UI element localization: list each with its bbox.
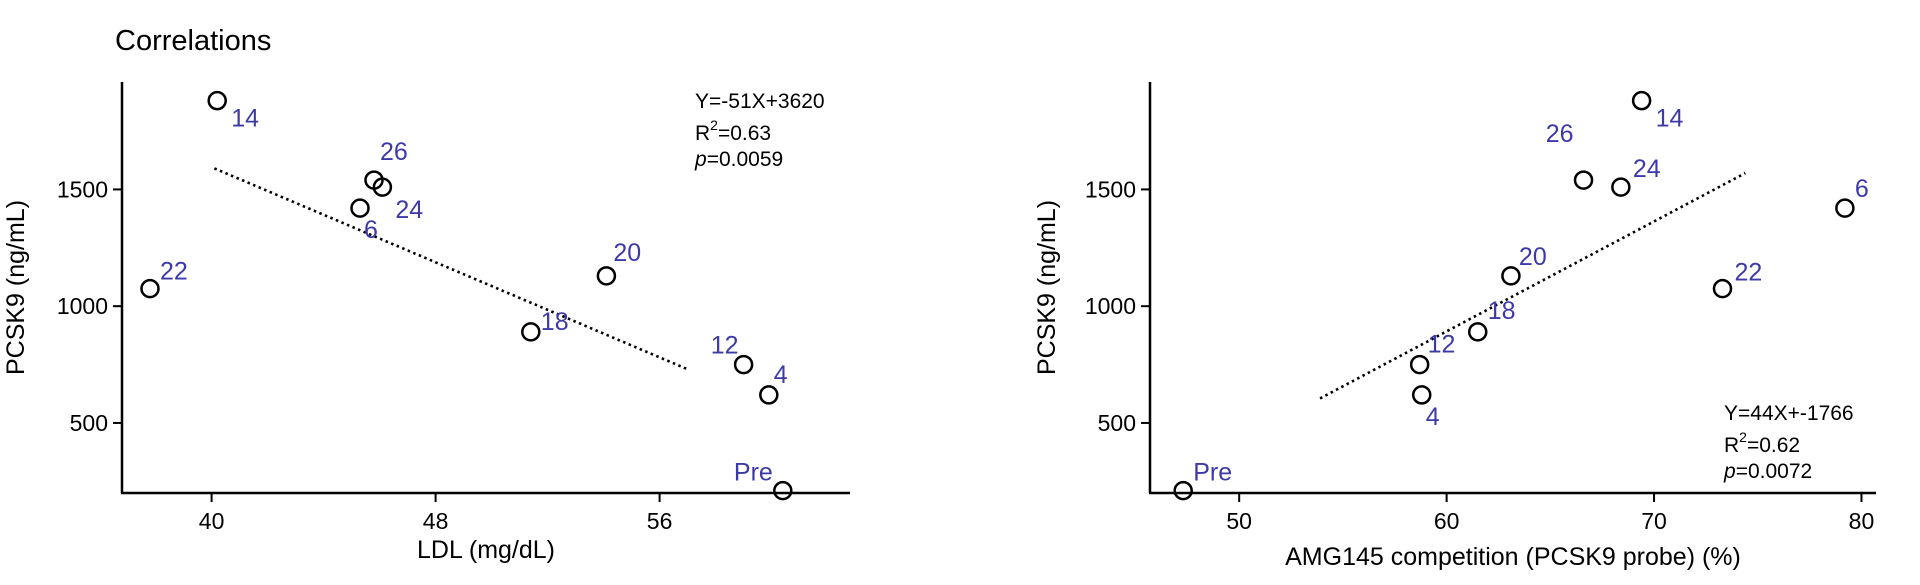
page-title: Correlations: [115, 25, 272, 57]
p-value: p=0.0059: [694, 148, 783, 171]
data-point: [759, 385, 779, 405]
x-tick-label: 70: [1641, 508, 1667, 534]
point-label: 26: [1546, 120, 1574, 148]
r-squared: R2=0.62: [1724, 429, 1800, 457]
point-label: 14: [231, 105, 259, 133]
point-label: 12: [1428, 331, 1456, 359]
y-tick-label: 1000: [1085, 293, 1136, 319]
data-point: [596, 266, 617, 286]
point-label: 6: [364, 216, 378, 244]
r-squared-value: =0.63: [718, 122, 771, 145]
point-label: 20: [1519, 243, 1547, 271]
data-point: [1835, 198, 1855, 218]
fit-equation: Y=44X+-1766: [1724, 402, 1854, 425]
p-value-number: =0.0072: [1736, 460, 1813, 483]
y-axis-label: PCSK9 (ng/mL): [1033, 200, 1061, 375]
point-label: 12: [711, 332, 739, 360]
point-label: 24: [395, 196, 423, 224]
x-tick-label: 50: [1226, 508, 1252, 534]
data-point: [1712, 278, 1733, 299]
data-point: [372, 177, 393, 197]
point-label: 4: [774, 361, 788, 389]
point-label: 22: [160, 258, 188, 286]
r-squared-value: =0.62: [1747, 434, 1800, 457]
chart-ldl-vs-pcsk9: 40 48 56 500 1000 1500 LDL (mg/dL) PCSK9 (ng/mL…: [2, 82, 850, 564]
y-axis-label: PCSK9 (ng/mL): [2, 200, 30, 375]
regression-line: [1319, 171, 1746, 400]
r-squared: R2=0.63: [695, 117, 771, 145]
y-tick-label: 500: [70, 410, 108, 436]
data-point: [1573, 170, 1594, 190]
data-point: [140, 278, 160, 299]
chart-amg145-vs-pcsk9: 50 60 70 80 500 1000 1500 AMG145 competition (P…: [1033, 82, 1876, 571]
data-point: [1467, 322, 1488, 342]
data-point: [1411, 385, 1432, 405]
y-tick-label: 1000: [57, 293, 108, 319]
data-point: [1631, 90, 1652, 111]
data-point: [1611, 177, 1631, 197]
y-tick-label: 500: [1098, 410, 1136, 436]
data-point: [733, 354, 754, 375]
data-point: [1501, 266, 1521, 286]
data-point: [521, 322, 541, 342]
x-tick-label: 56: [647, 508, 673, 534]
r-squared-symbol: R: [695, 122, 710, 145]
point-label: 14: [1656, 105, 1684, 133]
x-axis-label: LDL (mg/dL): [417, 536, 555, 564]
r-squared-superscript: 2: [710, 117, 718, 133]
p-value-symbol: p: [694, 148, 707, 171]
data-point: [350, 198, 370, 218]
point-label: 18: [541, 308, 569, 336]
point-label: 6: [1855, 175, 1869, 203]
x-tick-label: 60: [1434, 508, 1460, 534]
x-tick-label: 48: [423, 508, 449, 534]
y-tick-label: 1500: [1085, 176, 1136, 202]
p-value: p=0.0072: [1723, 460, 1812, 483]
point-label: 4: [1426, 403, 1440, 431]
point-label: 22: [1735, 259, 1763, 287]
point-label: 18: [1488, 297, 1516, 325]
p-value-number: =0.0059: [707, 148, 784, 171]
x-tick-label: 40: [199, 508, 225, 534]
x-tick-label: 80: [1849, 508, 1875, 534]
data-point: [1173, 480, 1193, 501]
data-point: [773, 480, 793, 501]
p-value-symbol: p: [1723, 460, 1736, 483]
point-label: 24: [1633, 155, 1661, 183]
data-point: [207, 90, 227, 111]
point-label: Pre: [734, 459, 773, 487]
data-point: [1409, 354, 1430, 375]
point-label: 20: [613, 239, 641, 267]
x-axis-label: AMG145 competition (PCSK9 probe) (%): [1285, 543, 1741, 571]
r-squared-symbol: R: [1724, 434, 1739, 457]
point-label: Pre: [1193, 459, 1232, 487]
regression-line: [213, 167, 689, 371]
y-tick-label: 1500: [57, 176, 108, 202]
point-label: 26: [380, 138, 408, 166]
fit-equation: Y=-51X+3620: [695, 90, 825, 113]
r-squared-superscript: 2: [1739, 429, 1747, 445]
